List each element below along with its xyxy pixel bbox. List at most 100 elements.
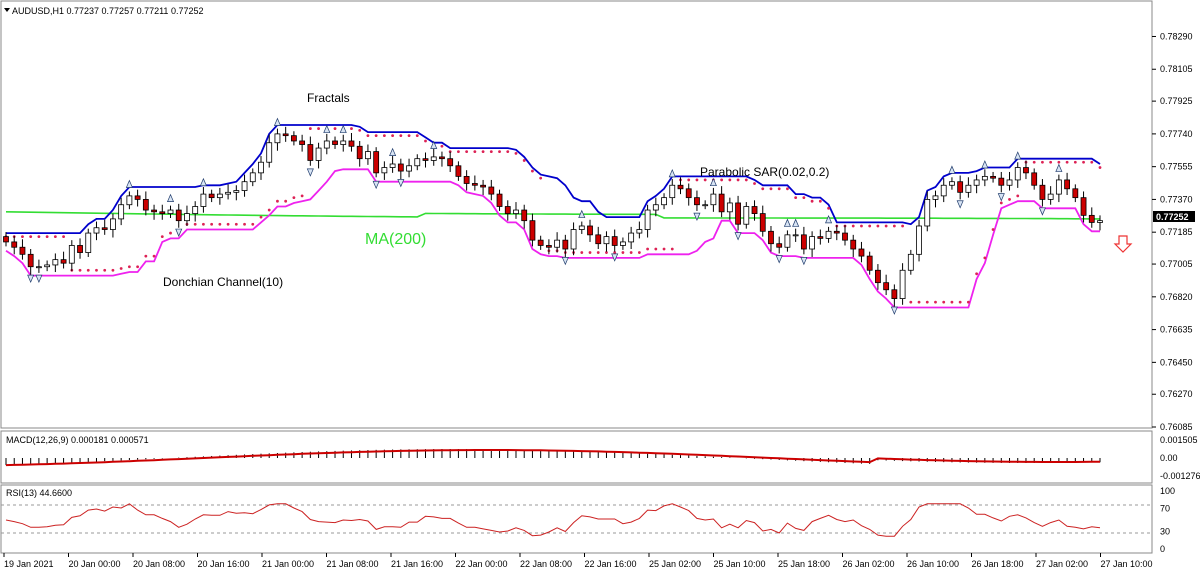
candle-up (924, 199, 931, 227)
candle-down (562, 239, 569, 250)
sar-dot (1008, 198, 1011, 201)
candle-down (488, 186, 495, 195)
fractal-up-icon (709, 177, 717, 187)
sar-dot (983, 256, 987, 260)
candle-up (118, 204, 125, 220)
macd-tick-label: -0.001276 (1160, 471, 1200, 481)
candle-up (340, 140, 347, 145)
candle-down (27, 253, 34, 268)
candle-down (159, 211, 166, 214)
sar-dot (925, 300, 929, 304)
candle-up (809, 236, 816, 250)
candle-up (644, 209, 651, 230)
time-tick-label: 19 Jan 2021 (4, 559, 54, 569)
donchian-upper-line (6, 124, 1101, 234)
fractal-up-icon (199, 177, 207, 187)
rsi-line (5, 503, 1101, 537)
candle-down (842, 232, 848, 241)
sar-dot (1073, 160, 1077, 164)
sar-dot (621, 251, 625, 254)
time-tick-label: 21 Jan 08:00 (327, 559, 379, 569)
candle-up (216, 193, 223, 199)
candle-up (554, 239, 561, 248)
fractal-up-icon (578, 209, 586, 218)
candle-up (743, 206, 750, 225)
macd-panel (0, 430, 1153, 484)
candle-up (365, 151, 371, 160)
candle-down (537, 239, 544, 246)
time-tick-label: 25 Jan 10:00 (714, 559, 766, 569)
price-tick-label: 0.76270 (1160, 389, 1193, 399)
sar-dot (531, 169, 534, 173)
candle-down (175, 209, 182, 222)
sar-dot (958, 300, 962, 304)
candle-down (957, 181, 964, 193)
candle-up (1047, 193, 1054, 200)
sar-dot (144, 254, 148, 258)
sar-dot (350, 127, 353, 130)
candle-up (973, 179, 980, 186)
sar-dot (1065, 160, 1069, 164)
candle-down (768, 230, 774, 245)
candle-down (866, 255, 873, 271)
candle-down (611, 236, 618, 246)
candle-down (496, 193, 503, 207)
candle-down (776, 243, 783, 248)
sar-dot (193, 222, 197, 226)
sar-dot (950, 300, 954, 304)
time-tick-label: 26 Jan 02:00 (843, 559, 895, 569)
candle-down (1031, 172, 1038, 186)
sar-dot (358, 128, 362, 132)
candle-down (3, 236, 9, 243)
candle-up (167, 209, 174, 214)
sar-dot (539, 176, 543, 180)
candle-down (858, 248, 865, 257)
sar-dot (202, 222, 205, 226)
sar-dot (382, 134, 386, 138)
candle-down (455, 165, 462, 177)
candle-up (965, 184, 972, 193)
sar-dot (95, 268, 98, 272)
time-tick-label: 27 Jan 10:00 (1101, 559, 1153, 569)
candle-up (192, 206, 199, 214)
sar-dot (991, 228, 995, 231)
sar-dot (851, 224, 855, 228)
candle-up (406, 165, 412, 172)
sar-dot (78, 268, 82, 272)
time-axis: 19 Jan 2021 20 Jan 00:00 20 Jan 08:00 20 Ja… (3, 553, 1153, 569)
candle-down (751, 206, 758, 214)
candle-down (891, 289, 898, 299)
sar-dot (465, 150, 469, 154)
candle-up (784, 234, 791, 248)
sar-dot (514, 151, 518, 155)
sar-dot (761, 187, 765, 191)
sar-dot (1090, 160, 1094, 164)
candle-down (299, 140, 306, 145)
candle-up (1014, 167, 1021, 181)
fractal-down-icon (35, 274, 43, 284)
candle-up (907, 253, 914, 271)
candle-up (916, 225, 922, 255)
rsi-tick-label: 30 (1160, 527, 1170, 537)
candle-down (677, 184, 684, 190)
candle-down (1072, 188, 1079, 199)
sar-dot (440, 144, 444, 148)
sar-dot (308, 127, 312, 130)
sar-dot (596, 251, 600, 254)
candle-up (126, 195, 133, 206)
price-tick-label: 0.77005 (1160, 259, 1193, 269)
sar-dot (218, 222, 222, 226)
donchian-annotation: Donchian Channel(10) (163, 275, 283, 289)
candlestick-series (3, 126, 1103, 307)
dropdown-triangle-icon[interactable] (4, 8, 10, 12)
candle-down (685, 188, 692, 199)
sar-dot (457, 150, 460, 154)
candle-down (545, 245, 552, 248)
sar-dot (687, 178, 691, 182)
time-tick-label: 22 Jan 08:00 (520, 559, 572, 569)
fractal-up-icon (430, 140, 438, 149)
sar-dot (226, 222, 230, 226)
candle-down (151, 209, 157, 213)
candle-up (1006, 179, 1013, 186)
time-tick-label: 27 Jan 02:00 (1036, 559, 1088, 569)
